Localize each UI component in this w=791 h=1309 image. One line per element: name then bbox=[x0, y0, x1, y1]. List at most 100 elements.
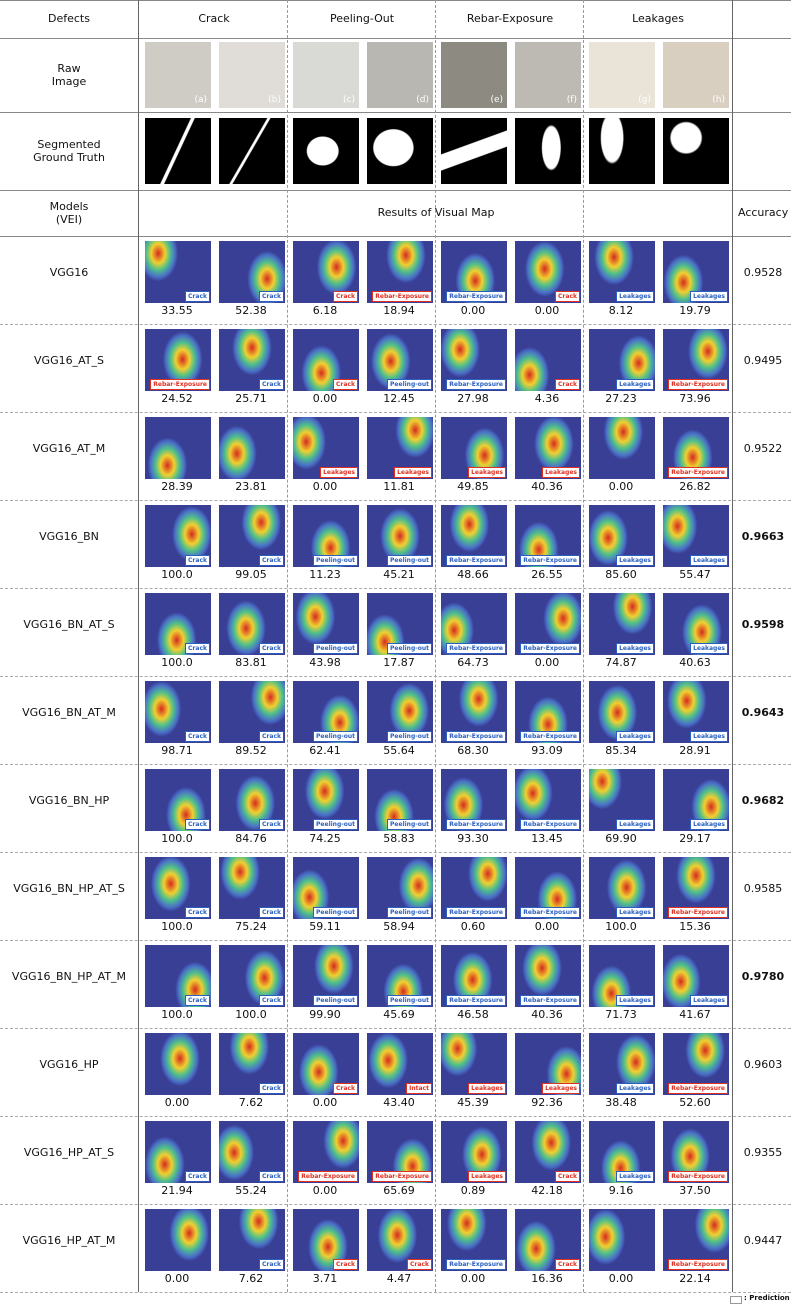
score: 17.87 bbox=[362, 656, 436, 669]
prediction-label: Crack bbox=[555, 1259, 580, 1270]
group-header: Rebar-Exposure bbox=[436, 0, 584, 38]
visual-map: Intact bbox=[367, 1033, 433, 1095]
visual-map: Crack bbox=[145, 769, 211, 831]
score: 52.60 bbox=[658, 1096, 732, 1109]
visual-map: Peeling-out bbox=[293, 505, 359, 567]
prediction-label: Leakages bbox=[468, 467, 506, 478]
visual-map: Leakages bbox=[441, 417, 507, 479]
score: 16.36 bbox=[510, 1272, 584, 1285]
prediction-label: Leakages bbox=[616, 379, 654, 390]
prediction-label: Leakages bbox=[690, 731, 728, 742]
visual-map: Peeling-out bbox=[367, 945, 433, 1007]
prediction-label: Crack bbox=[259, 907, 284, 918]
score: 100.0 bbox=[140, 832, 214, 845]
prediction-label: Peeling-out bbox=[387, 731, 432, 742]
prediction-label: Leakages bbox=[616, 643, 654, 654]
score: 8.12 bbox=[584, 304, 658, 317]
prediction-label: Leakages bbox=[616, 1171, 654, 1182]
score: 100.0 bbox=[140, 1008, 214, 1021]
prediction-label: Rebar-Exposure bbox=[446, 379, 506, 390]
visual-map: Rebar-Exposure bbox=[663, 417, 729, 479]
ground-truth-image bbox=[367, 118, 433, 184]
score: 74.87 bbox=[584, 656, 658, 669]
visual-map: Rebar-Exposure bbox=[515, 505, 581, 567]
visual-map: Crack bbox=[219, 681, 285, 743]
score: 38.48 bbox=[584, 1096, 658, 1109]
legend-text: : Prediction bbox=[744, 1294, 790, 1302]
visual-map: Rebar-Exposure bbox=[293, 1121, 359, 1183]
prediction-label: Peeling-out bbox=[313, 819, 358, 830]
prediction-label: Rebar-Exposure bbox=[668, 1083, 728, 1094]
raw-image: (c) bbox=[293, 42, 359, 108]
visual-map: Leakages bbox=[589, 241, 655, 303]
score: 83.81 bbox=[214, 656, 288, 669]
score: 100.0 bbox=[140, 568, 214, 581]
visual-map: Leakages bbox=[663, 769, 729, 831]
visual-map: Peeling-out bbox=[293, 681, 359, 743]
score: 71.73 bbox=[584, 1008, 658, 1021]
visual-map: Crack bbox=[145, 505, 211, 567]
prediction-label: Peeling-out bbox=[313, 995, 358, 1006]
score: 40.63 bbox=[658, 656, 732, 669]
raw-image: (e) bbox=[441, 42, 507, 108]
score: 9.16 bbox=[584, 1184, 658, 1197]
prediction-label: Peeling-out bbox=[313, 731, 358, 742]
score: 28.91 bbox=[658, 744, 732, 757]
prediction-label: Crack bbox=[259, 1083, 284, 1094]
prediction-label: Rebar-Exposure bbox=[520, 555, 580, 566]
visual-map: Rebar-Exposure bbox=[515, 681, 581, 743]
prediction-label: Rebar-Exposure bbox=[668, 1259, 728, 1270]
visual-map: Rebar-Exposure bbox=[663, 857, 729, 919]
prediction-label: Rebar-Exposure bbox=[446, 291, 506, 302]
score: 29.17 bbox=[658, 832, 732, 845]
visual-map: Crack bbox=[293, 1033, 359, 1095]
ground-truth-image bbox=[441, 118, 507, 184]
prediction-label: Peeling-out bbox=[387, 555, 432, 566]
model-name: VGG16_HP bbox=[0, 1028, 138, 1100]
score: 3.71 bbox=[288, 1272, 362, 1285]
score: 98.71 bbox=[140, 744, 214, 757]
visual-map bbox=[145, 1209, 211, 1271]
score: 11.23 bbox=[288, 568, 362, 581]
image-id: (d) bbox=[416, 95, 429, 105]
visual-map: Rebar-Exposure bbox=[441, 505, 507, 567]
score: 33.55 bbox=[140, 304, 214, 317]
score: 25.71 bbox=[214, 392, 288, 405]
prediction-label: Rebar-Exposure bbox=[520, 995, 580, 1006]
visual-map: Leakages bbox=[589, 329, 655, 391]
visual-map: Rebar-Exposure bbox=[441, 945, 507, 1007]
visual-map bbox=[589, 1209, 655, 1271]
score: 0.00 bbox=[510, 304, 584, 317]
rule bbox=[0, 1292, 791, 1293]
visual-map: Leakages bbox=[663, 681, 729, 743]
visual-map: Rebar-Exposure bbox=[441, 593, 507, 655]
score: 55.47 bbox=[658, 568, 732, 581]
visual-map: Leakages bbox=[293, 417, 359, 479]
visual-map: Rebar-Exposure bbox=[515, 857, 581, 919]
accuracy: 0.9643 bbox=[732, 676, 791, 748]
prediction-label: Crack bbox=[259, 555, 284, 566]
prediction-label: Peeling-out bbox=[387, 995, 432, 1006]
visual-map: Leakages bbox=[515, 1033, 581, 1095]
score: 11.81 bbox=[362, 480, 436, 493]
score: 100.0 bbox=[140, 656, 214, 669]
score: 85.60 bbox=[584, 568, 658, 581]
score: 99.90 bbox=[288, 1008, 362, 1021]
score: 74.25 bbox=[288, 832, 362, 845]
prediction-label: Leakages bbox=[542, 1083, 580, 1094]
score: 52.38 bbox=[214, 304, 288, 317]
prediction-label: Rebar-Exposure bbox=[150, 379, 210, 390]
prediction-label: Crack bbox=[185, 1171, 210, 1182]
prediction-label: Rebar-Exposure bbox=[520, 643, 580, 654]
prediction-label: Intact bbox=[406, 1083, 432, 1094]
accuracy: 0.9447 bbox=[732, 1204, 791, 1276]
visual-map: Rebar-Exposure bbox=[441, 241, 507, 303]
prediction-label: Crack bbox=[259, 1171, 284, 1182]
image-id: (a) bbox=[194, 95, 207, 105]
visual-map: Peeling-out bbox=[367, 681, 433, 743]
visual-map: Rebar-Exposure bbox=[145, 329, 211, 391]
score: 37.50 bbox=[658, 1184, 732, 1197]
accuracy: 0.9522 bbox=[732, 412, 791, 484]
visual-map: Rebar-Exposure bbox=[441, 1209, 507, 1271]
score: 24.52 bbox=[140, 392, 214, 405]
